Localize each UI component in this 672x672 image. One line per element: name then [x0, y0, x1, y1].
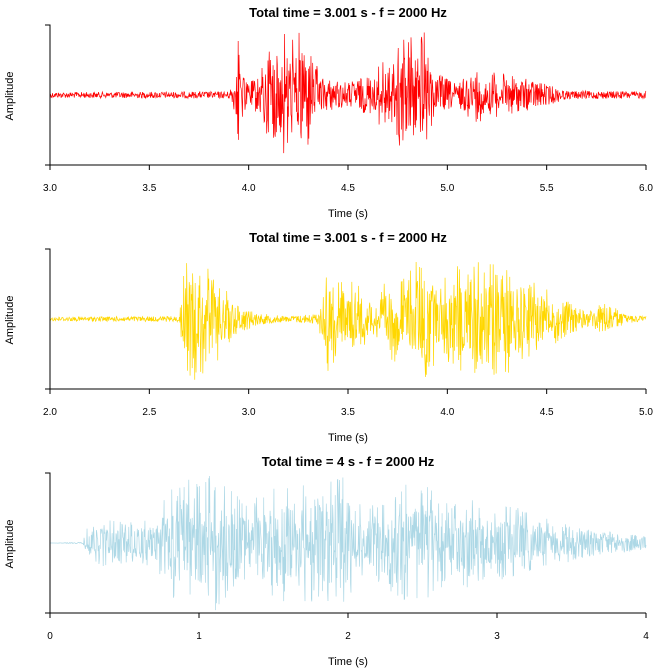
- x-tick-label: 0: [47, 631, 53, 642]
- waveform-series: [49, 262, 647, 380]
- x-tick-label: 4: [643, 631, 649, 642]
- chart-title: Total time = 4 s - f = 2000 Hz: [262, 454, 435, 469]
- x-tick-label: 6.0: [639, 183, 653, 194]
- chart-title: Total time = 3.001 s - f = 2000 Hz: [249, 5, 447, 20]
- x-tick-label: 5.0: [639, 407, 653, 418]
- x-tick-label: 4.5: [540, 407, 554, 418]
- chart-panel-2: Total time = 3.001 s - f = 2000 Hz Time …: [4, 230, 653, 444]
- chart-title: Total time = 3.001 s - f = 2000 Hz: [249, 230, 447, 245]
- x-tick-label: 3.0: [242, 407, 256, 418]
- x-tick-label: 2.0: [43, 407, 57, 418]
- x-axis-label: Time (s): [328, 656, 368, 668]
- x-tick-label: 4.5: [341, 183, 355, 194]
- x-tick-label: 3: [494, 631, 500, 642]
- y-axis-label: Amplitude: [4, 72, 16, 121]
- x-tick-label: 3.0: [43, 183, 57, 194]
- chart-panel-1: Total time = 3.001 s - f = 2000 Hz Time …: [4, 5, 653, 220]
- chart-panel-3: Total time = 4 s - f = 2000 Hz Time (s) …: [4, 454, 649, 668]
- y-axis: [45, 24, 51, 166]
- x-tick-label: 5.5: [540, 183, 554, 194]
- x-axis-label: Time (s): [328, 208, 368, 220]
- x-tick-label: 1: [196, 631, 202, 642]
- waveform-series: [49, 32, 647, 154]
- y-axis: [45, 248, 51, 390]
- y-axis-label: Amplitude: [4, 520, 16, 569]
- y-axis-label: Amplitude: [4, 296, 16, 345]
- x-tick-label: 2.5: [142, 407, 156, 418]
- x-tick-label: 3.5: [142, 183, 156, 194]
- y-axis: [45, 472, 51, 614]
- x-tick-label: 5.0: [440, 183, 454, 194]
- x-tick-label: 3.5: [341, 407, 355, 418]
- x-tick-label: 4.0: [242, 183, 256, 194]
- x-tick-label: 2: [345, 631, 351, 642]
- x-axis-label: Time (s): [328, 432, 368, 444]
- x-tick-label: 4.0: [440, 407, 454, 418]
- waveform-series: [49, 476, 647, 611]
